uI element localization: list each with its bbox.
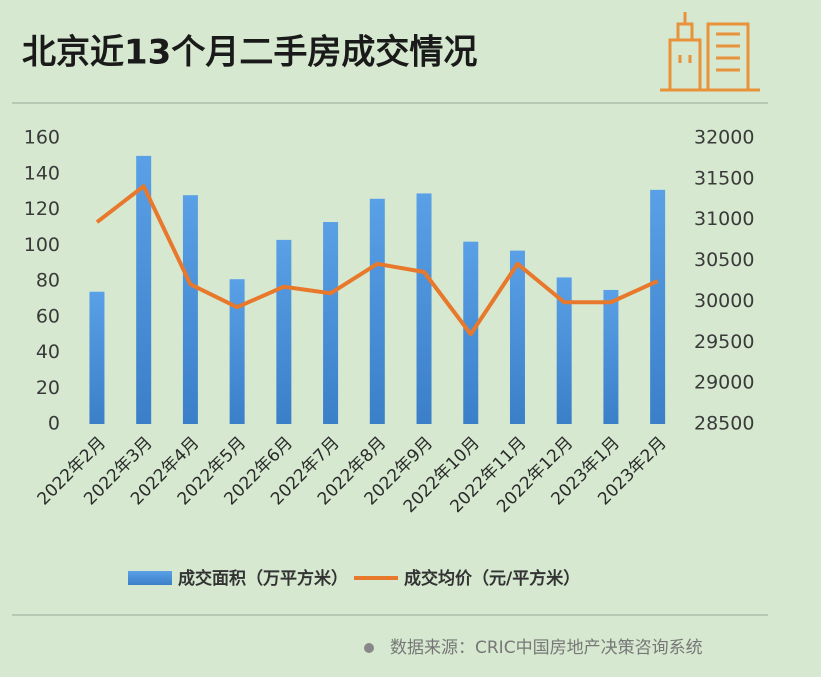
y2-tick-label: 28500: [694, 413, 754, 435]
bar: [89, 291, 105, 424]
y-tick-label: 140: [24, 162, 60, 184]
bar: [276, 239, 292, 424]
bar: [416, 193, 432, 424]
bar: [229, 279, 245, 424]
bar: [182, 195, 198, 424]
y2-tick-label: 30500: [694, 249, 754, 271]
line: [95, 184, 659, 337]
y-tick-label: 120: [24, 198, 60, 220]
legend-swatch: [128, 571, 172, 585]
bar: [323, 222, 339, 424]
y-tick-label: 0: [48, 413, 60, 435]
y2-tick-label: 30000: [694, 290, 754, 312]
bar: [369, 198, 385, 424]
building-icon: [660, 12, 760, 92]
y2-tick-label: 31000: [694, 208, 754, 230]
y2-tick-label: 29500: [694, 331, 754, 353]
y2-tick-label: 29000: [694, 372, 754, 394]
y-tick-label: 40: [36, 341, 60, 363]
bar: [509, 250, 525, 424]
source-dot: [364, 643, 374, 653]
y-tick-label: 60: [36, 305, 60, 327]
y2-tick-label: 32000: [694, 127, 754, 149]
y-tick-label: 80: [36, 270, 60, 292]
chart-title: 北京近13个月二手房成交情况: [22, 33, 477, 73]
bar: [603, 289, 619, 424]
y2-tick-label: 31500: [694, 167, 754, 189]
bar: [650, 189, 666, 424]
legend-label: 成交面积（万平方米）: [178, 568, 348, 589]
legend-label: 成交均价（元/平方米）: [404, 568, 580, 589]
source: 数据来源：CRIC中国房地产决策咨询系统: [390, 638, 703, 658]
bar: [556, 277, 572, 424]
y-tick-label: 20: [36, 377, 60, 399]
bar: [136, 155, 152, 424]
y-tick-label: 160: [24, 127, 60, 149]
y-tick-label: 100: [24, 234, 60, 256]
